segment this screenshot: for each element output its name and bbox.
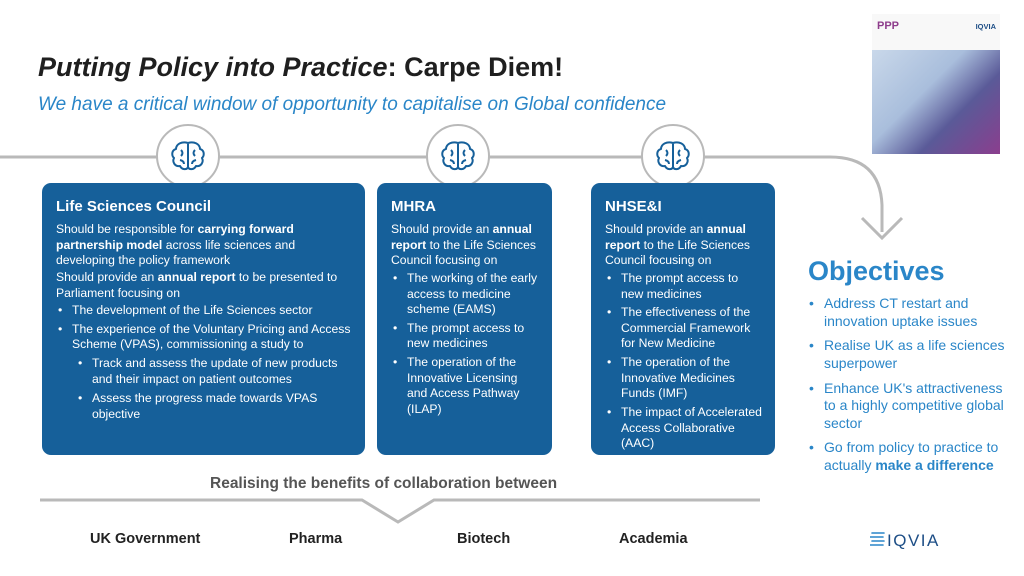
- objective-item: Realise UK as a life sciences superpower: [808, 337, 1008, 372]
- list-item: The effectiveness of the Commercial Fram…: [605, 305, 763, 352]
- card-sublist: Track and assess the update of new produ…: [76, 356, 353, 422]
- card-title: Life Sciences Council: [56, 198, 212, 215]
- iqvia-logo-text: IQVIA: [887, 531, 940, 550]
- card-title: NHSE&I: [605, 198, 662, 215]
- page-subtitle: We have a critical window of opportunity…: [38, 94, 667, 115]
- brain-icon: [426, 124, 490, 188]
- partner-biotech: Biotech: [457, 531, 511, 547]
- list-item: The working of the early access to medic…: [391, 271, 540, 318]
- collaboration-bracket: [40, 498, 760, 524]
- iqvia-logo: IQVIA: [870, 531, 940, 550]
- report-cover-image: [872, 50, 1000, 154]
- objectives-title: Objectives: [808, 256, 945, 286]
- card-nhsei: NHSE&I Should provide an annual report t…: [591, 183, 775, 455]
- list-item: The impact of Accelerated Access Collabo…: [605, 405, 763, 452]
- card-paragraph: Should provide an annual report to the L…: [605, 222, 750, 268]
- card-title: MHRA: [391, 198, 436, 215]
- list-item: The development of the Life Sciences sec…: [56, 303, 353, 319]
- card-list: The working of the early access to medic…: [391, 271, 540, 417]
- partner-academia: Academia: [619, 531, 688, 547]
- brain-icon: [156, 124, 220, 188]
- partner-pharma: Pharma: [289, 531, 343, 547]
- card-life-sciences-council: Life Sciences Council Should be responsi…: [42, 183, 365, 455]
- card-mhra: MHRA Should provide an annual report to …: [377, 183, 552, 455]
- list-item: The prompt access to new medicines: [391, 321, 540, 352]
- objectives-list: Address CT restart and innovation uptake…: [808, 295, 1008, 475]
- card-paragraph: Should provide an annual report to be pr…: [56, 270, 338, 300]
- page-title: Putting Policy into Practice: Carpe Diem…: [38, 52, 564, 82]
- card-list: The prompt access to new medicines The e…: [605, 271, 763, 452]
- list-item: The operation of the Innovative Licensin…: [391, 355, 540, 417]
- objective-item: Address CT restart and innovation uptake…: [808, 295, 1008, 330]
- report-cover: PPP IQVIA: [872, 14, 1000, 154]
- list-item: The operation of the Innovative Medicine…: [605, 355, 763, 402]
- collaboration-title: Realising the benefits of collaboration …: [210, 475, 558, 492]
- card-paragraph: Should be responsible for carrying forwa…: [56, 222, 296, 268]
- objective-item: Go from policy to practice to actually m…: [808, 439, 1008, 474]
- objectives-panel: Objectives Address CT restart and innova…: [808, 256, 1008, 482]
- partner-uk-government: UK Government: [90, 531, 201, 547]
- list-item: Track and assess the update of new produ…: [76, 356, 353, 387]
- list-item: The experience of the Voluntary Pricing …: [56, 322, 353, 353]
- flow-arrow-head: [860, 216, 904, 241]
- list-item: The prompt access to new medicines: [605, 271, 763, 302]
- card-paragraph: Should provide an annual report to the L…: [391, 222, 536, 268]
- objective-item: Enhance UK's attractiveness to a highly …: [808, 380, 1008, 433]
- list-item: Assess the progress made towards VPAS ob…: [76, 391, 353, 422]
- card-list: The development of the Life Sciences sec…: [56, 303, 353, 353]
- report-cover-header: PPP IQVIA: [872, 14, 1000, 50]
- report-brand: IQVIA: [975, 22, 996, 31]
- brain-icon: [641, 124, 705, 188]
- ppp-logo: PPP: [877, 20, 900, 32]
